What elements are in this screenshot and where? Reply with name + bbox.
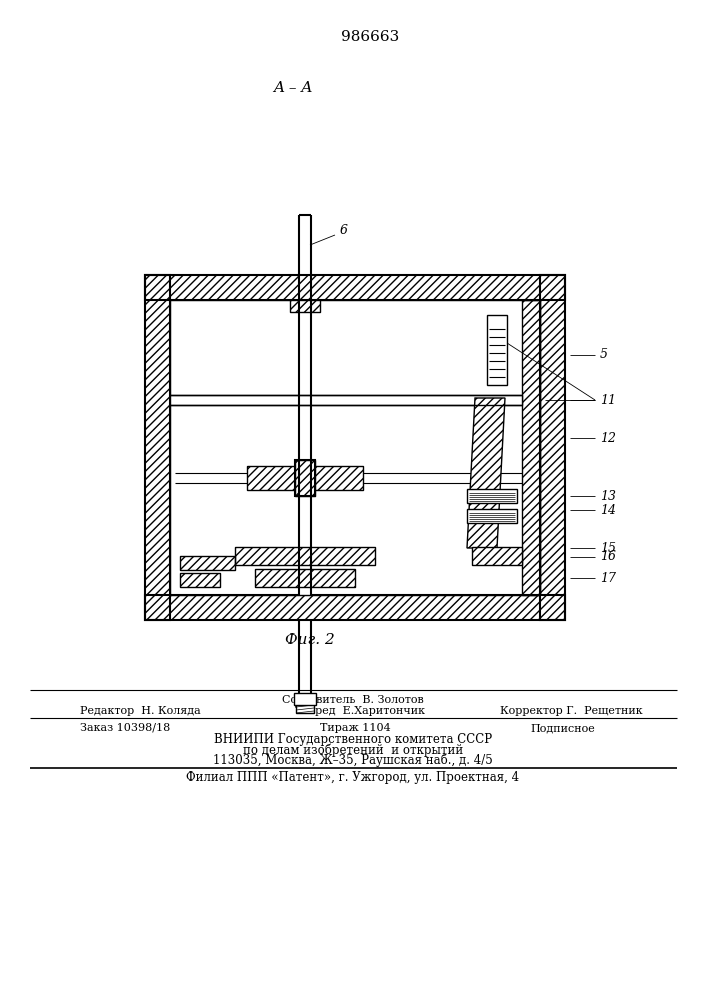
Text: Заказ 10398/18: Заказ 10398/18	[80, 723, 170, 733]
Bar	[180, 556, 235, 570]
Bar	[467, 509, 517, 523]
Text: Составитель  В. Золотов: Составитель В. Золотов	[282, 695, 424, 705]
Bar	[540, 275, 565, 620]
Bar	[180, 573, 220, 587]
Text: 986663: 986663	[341, 30, 399, 44]
Text: 14: 14	[600, 504, 616, 516]
Text: Техред  Е.Харитончик: Техред Е.Харитончик	[295, 706, 425, 716]
Bar	[255, 569, 355, 587]
Bar	[145, 275, 170, 620]
Bar	[170, 300, 540, 595]
Bar	[540, 275, 565, 620]
Text: Фиг. 2: Фиг. 2	[285, 633, 335, 647]
Bar	[145, 595, 565, 620]
Text: 15: 15	[600, 542, 616, 554]
Bar	[235, 547, 375, 565]
Bar	[290, 300, 320, 312]
Bar	[247, 466, 297, 490]
Text: 6: 6	[340, 224, 348, 236]
Text: Корректор Г.  Рещетник: Корректор Г. Рещетник	[500, 706, 643, 716]
Bar	[235, 547, 375, 565]
Bar	[487, 315, 507, 385]
Bar	[247, 466, 297, 490]
Text: Филиал ППП «Патент», г. Ужгород, ул. Проектная, 4: Филиал ППП «Патент», г. Ужгород, ул. Про…	[187, 772, 520, 784]
Bar	[472, 547, 522, 565]
Polygon shape	[467, 398, 505, 548]
Text: по делам изобретений  и открытий: по делам изобретений и открытий	[243, 743, 463, 757]
Bar	[522, 300, 540, 595]
Text: Подписное: Подписное	[530, 723, 595, 733]
Bar	[170, 395, 522, 405]
Text: Редактор  Н. Коляда: Редактор Н. Коляда	[80, 706, 201, 716]
Bar	[294, 693, 316, 705]
Bar	[145, 275, 565, 300]
Text: 13: 13	[600, 489, 616, 502]
Bar	[145, 275, 170, 620]
Bar	[296, 695, 314, 713]
Bar	[299, 300, 311, 595]
Text: 5: 5	[600, 349, 608, 361]
Bar	[295, 460, 315, 496]
Text: 12: 12	[600, 432, 616, 444]
Bar	[472, 547, 522, 565]
Text: 17: 17	[600, 572, 616, 584]
Bar	[313, 466, 363, 490]
Bar	[170, 300, 540, 595]
Bar	[290, 300, 320, 312]
Bar	[255, 569, 355, 587]
Text: 16: 16	[600, 550, 616, 564]
Bar	[180, 573, 220, 587]
Bar	[522, 300, 540, 595]
Bar	[313, 466, 363, 490]
Bar	[295, 460, 315, 496]
Text: 11: 11	[600, 393, 616, 406]
Text: Тираж 1104: Тираж 1104	[320, 723, 391, 733]
Bar	[145, 275, 565, 300]
Text: ВНИИПИ Государственного комитета СССР: ВНИИПИ Государственного комитета СССР	[214, 732, 492, 746]
Text: A – A: A – A	[274, 81, 312, 95]
Bar	[145, 595, 565, 620]
Bar	[180, 556, 235, 570]
Text: 113035, Москва, Ж–35, Раушская наб., д. 4/5: 113035, Москва, Ж–35, Раушская наб., д. …	[213, 753, 493, 767]
Bar	[467, 489, 517, 503]
